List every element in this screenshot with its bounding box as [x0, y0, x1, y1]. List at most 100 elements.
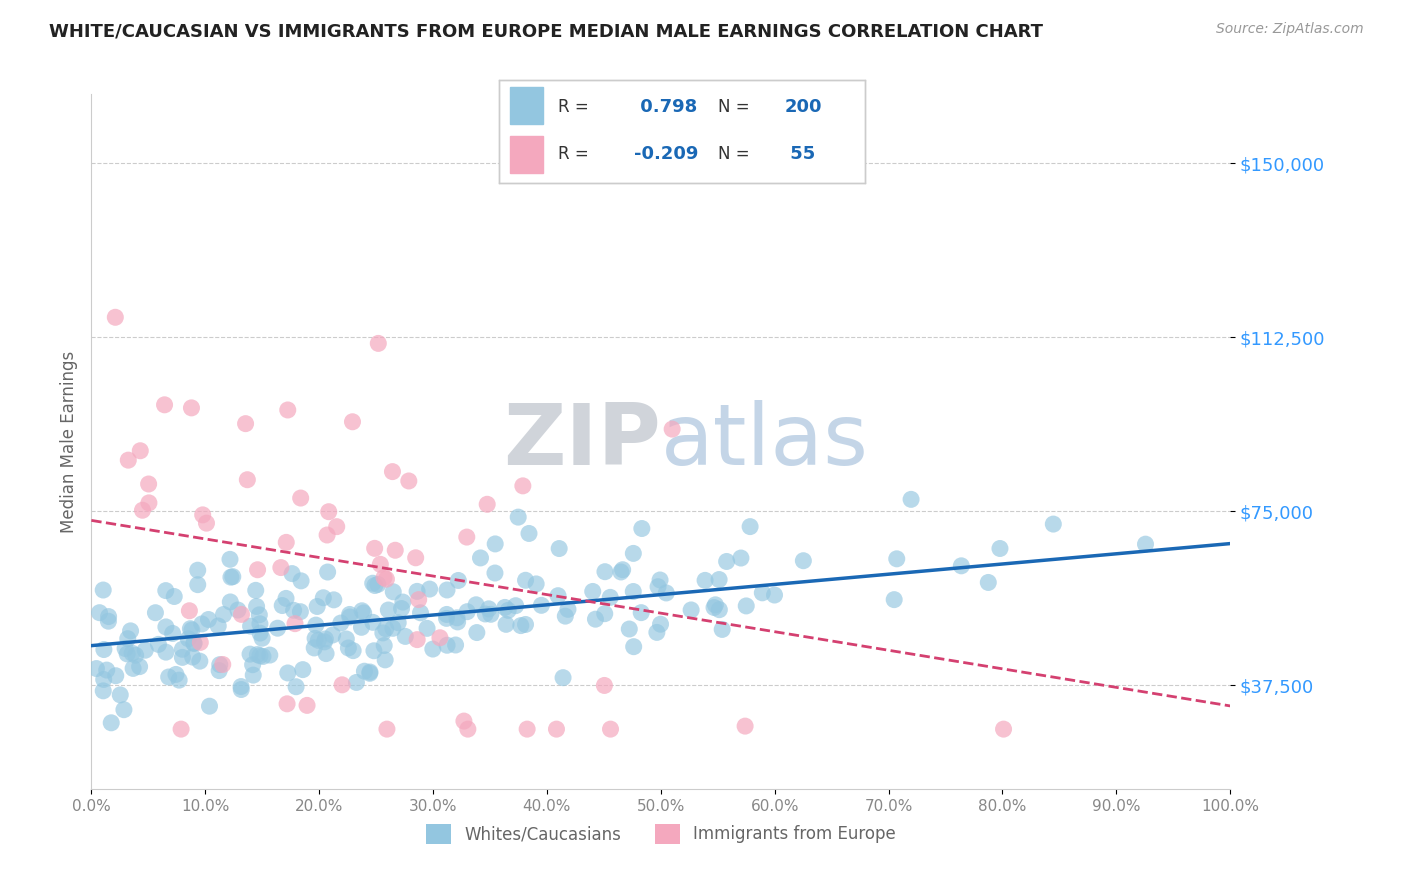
Point [145, 606, 167, 620]
Point [195, 516, 218, 530]
Point [283, 603, 305, 617]
Point [219, 552, 242, 566]
Text: Source: ZipAtlas.com: Source: ZipAtlas.com [1216, 22, 1364, 37]
Point [409, 606, 432, 620]
Point [494, 600, 516, 615]
Point [495, 617, 517, 632]
Point [484, 566, 506, 580]
Legend: Whites/Caucasians, Immigrants from Europe: Whites/Caucasians, Immigrants from Europ… [419, 817, 903, 851]
Point [307, 633, 329, 648]
Point [406, 632, 429, 647]
Point [188, 654, 211, 668]
Point [172, 650, 194, 665]
Point [239, 647, 262, 661]
Text: atlas: atlas [661, 400, 869, 483]
Point [250, 631, 273, 645]
Point [374, 653, 396, 667]
Point [740, 519, 762, 533]
Point [900, 492, 922, 507]
Point [716, 554, 738, 568]
Point [188, 635, 211, 649]
Point [730, 551, 752, 566]
Point [593, 607, 616, 621]
Point [381, 465, 404, 479]
Bar [510, 87, 543, 124]
Point [593, 565, 616, 579]
Point [447, 574, 470, 588]
Point [162, 626, 184, 640]
Point [394, 629, 416, 643]
Point [704, 598, 727, 612]
Point [515, 617, 537, 632]
Point [353, 606, 375, 620]
Point [167, 673, 190, 687]
Point [515, 574, 537, 588]
Point [370, 558, 392, 572]
Point [547, 589, 569, 603]
Point [647, 580, 669, 594]
Point [129, 443, 152, 458]
Point [246, 563, 269, 577]
Point [180, 401, 202, 415]
Point [112, 703, 135, 717]
Point [124, 648, 146, 663]
Point [318, 505, 340, 519]
Point [342, 415, 364, 429]
Point [249, 648, 271, 663]
Point [599, 722, 621, 736]
Point [337, 640, 360, 655]
Point [208, 657, 231, 672]
Point [416, 621, 439, 635]
Point [226, 603, 249, 617]
Point [117, 632, 139, 646]
Point [359, 666, 381, 681]
Point [170, 722, 193, 736]
Point [446, 611, 468, 625]
Text: 55: 55 [785, 145, 815, 163]
Point [91, 683, 114, 698]
Point [231, 682, 253, 697]
Point [364, 578, 387, 592]
Point [384, 543, 406, 558]
Point [97, 614, 120, 628]
Point [711, 623, 734, 637]
Point [371, 626, 394, 640]
Point [661, 422, 683, 436]
Point [93, 642, 115, 657]
Point [367, 336, 389, 351]
Point [122, 661, 145, 675]
Text: 0.798: 0.798 [634, 98, 697, 116]
Point [484, 537, 506, 551]
Point [681, 603, 703, 617]
Point [211, 657, 233, 672]
Point [509, 618, 531, 632]
Point [516, 722, 538, 736]
Point [392, 595, 415, 609]
Text: -0.209: -0.209 [634, 145, 699, 163]
Point [271, 599, 294, 613]
Y-axis label: Median Male Earnings: Median Male Earnings [59, 351, 77, 533]
Point [382, 584, 405, 599]
Point [114, 641, 136, 656]
Point [270, 560, 292, 574]
Point [219, 595, 242, 609]
Point [97, 609, 120, 624]
Point [276, 535, 298, 549]
Point [277, 403, 299, 417]
Point [148, 637, 170, 651]
Point [163, 590, 186, 604]
Text: 200: 200 [785, 98, 821, 116]
Text: N =: N = [718, 145, 749, 163]
Point [648, 573, 671, 587]
Point [630, 522, 652, 536]
Point [93, 673, 115, 687]
Point [330, 678, 353, 692]
Point [551, 671, 574, 685]
Point [479, 607, 502, 622]
Text: R =: R = [558, 98, 588, 116]
Point [316, 528, 339, 542]
Text: ZIP: ZIP [503, 400, 661, 483]
Point [387, 615, 409, 630]
Point [110, 688, 132, 702]
Point [612, 563, 634, 577]
